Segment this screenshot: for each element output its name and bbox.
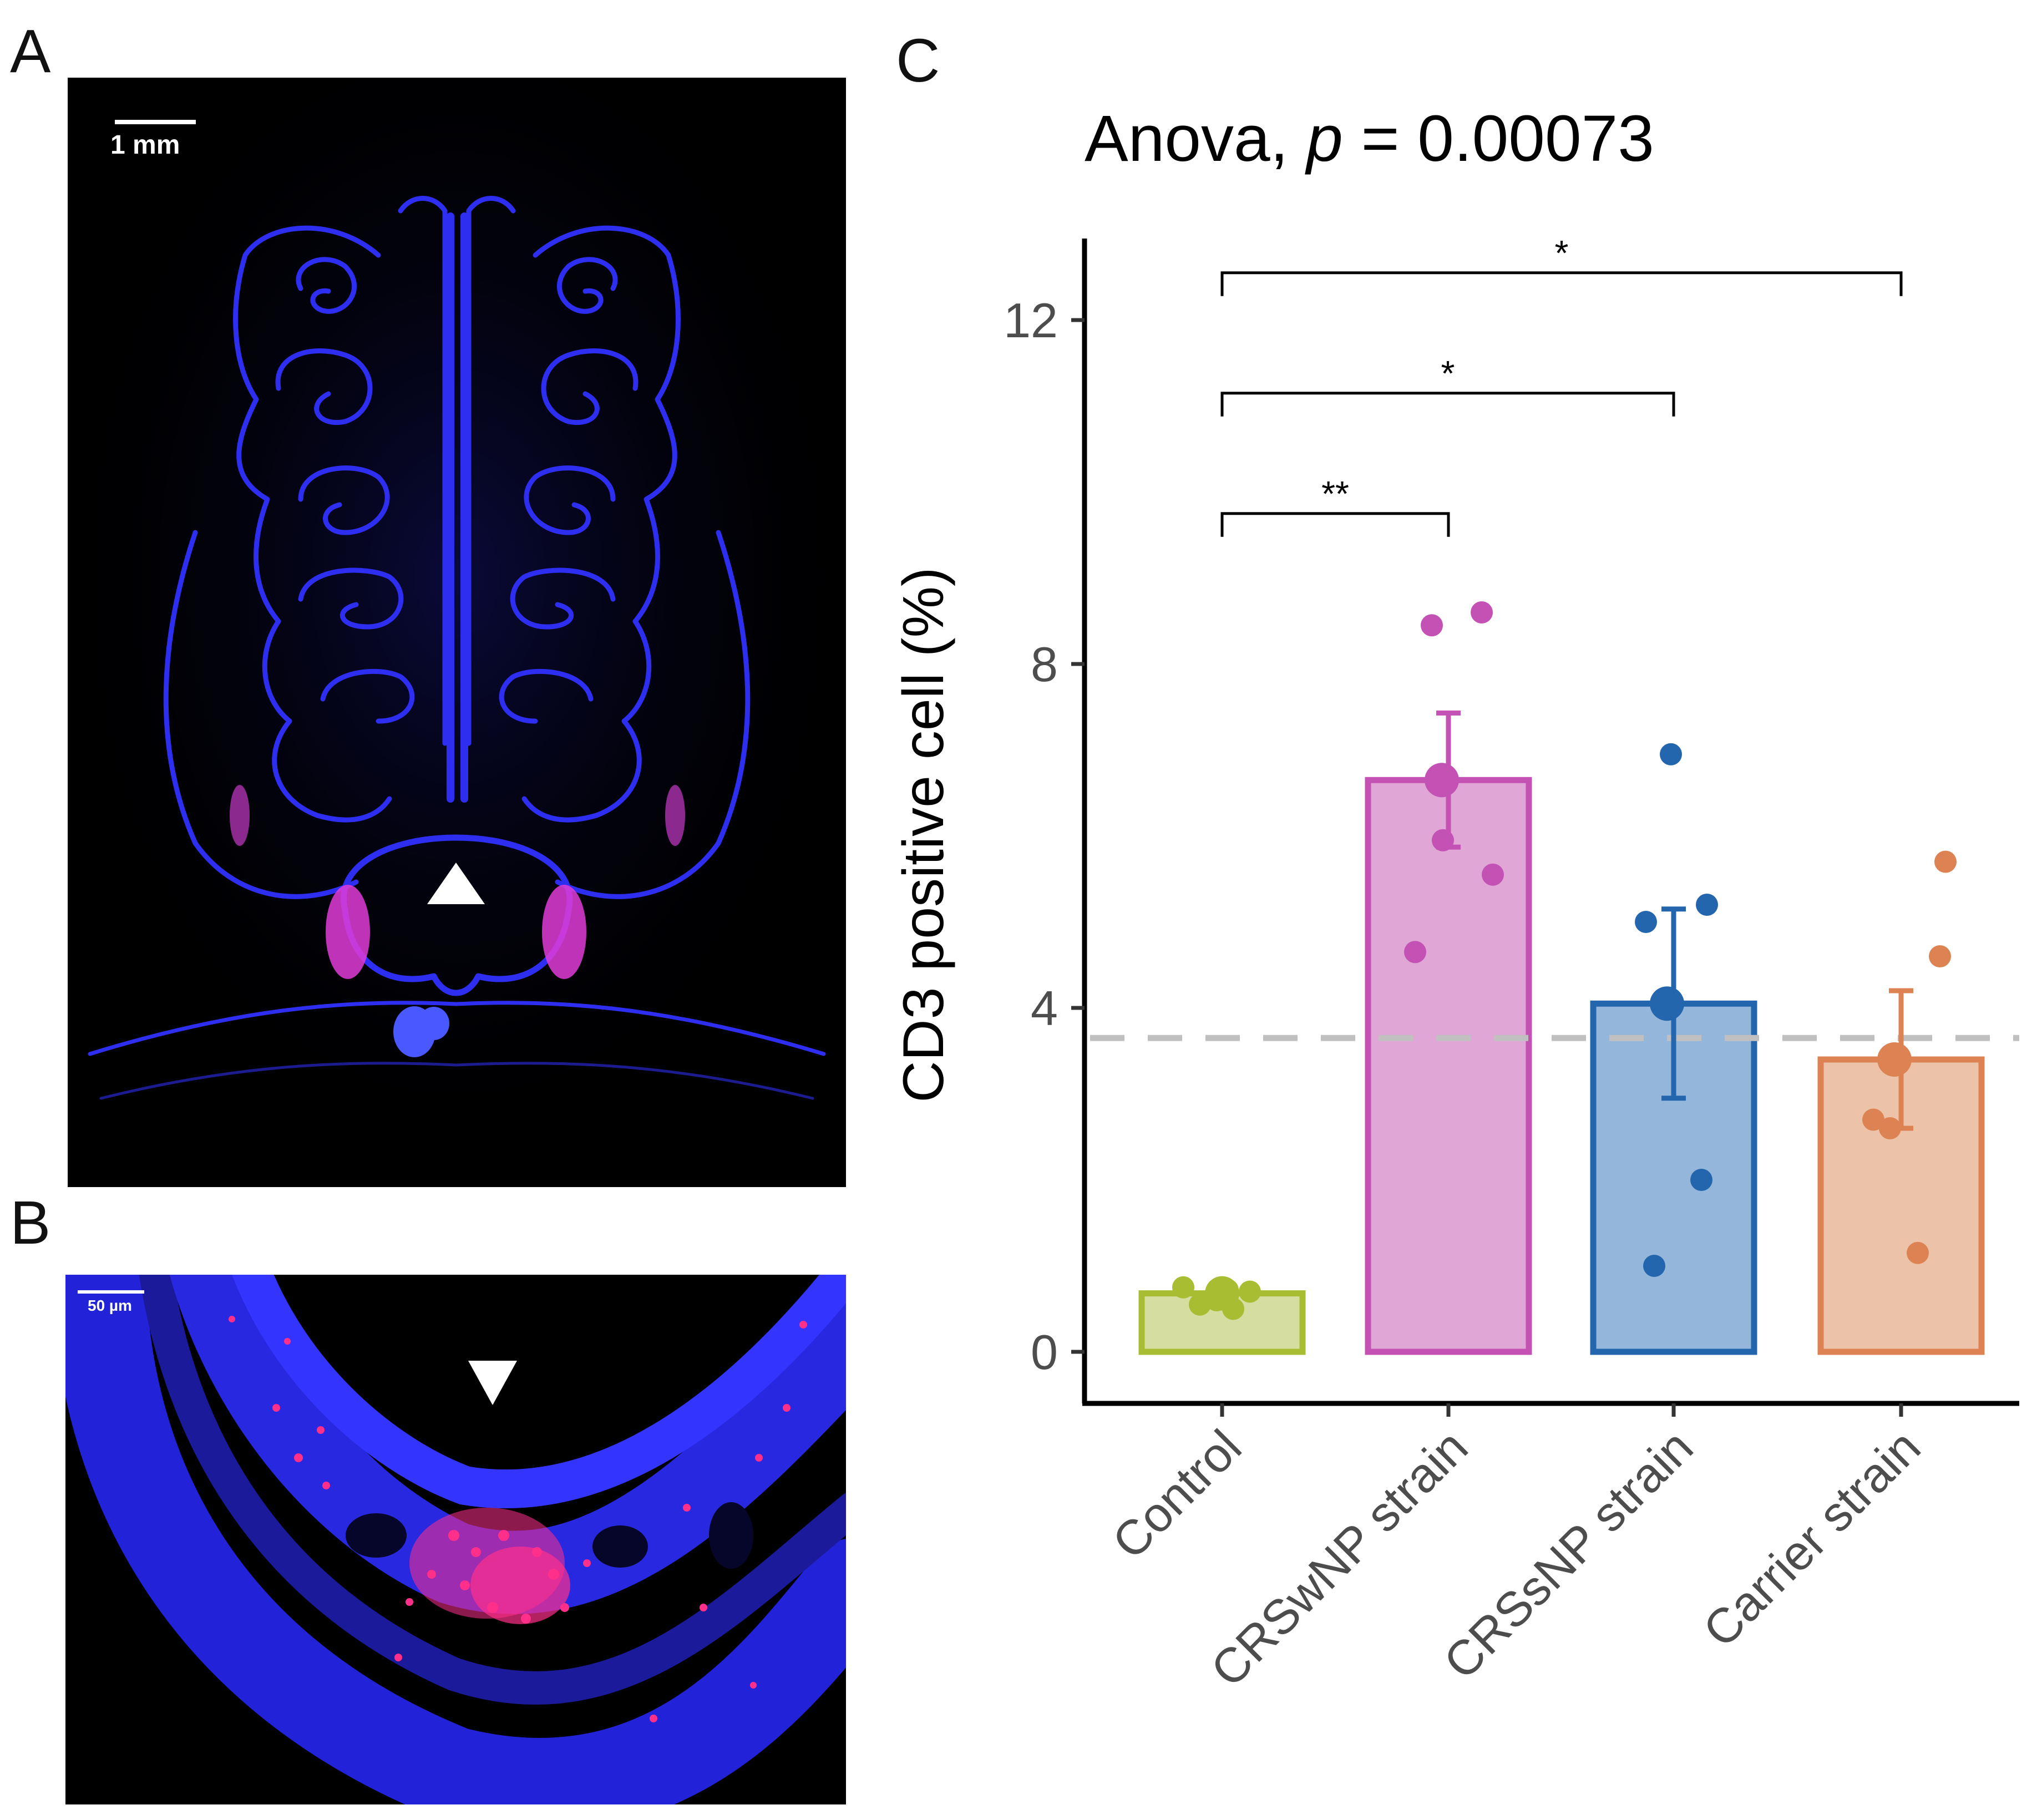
data-point	[1696, 894, 1718, 916]
significance-label: **	[1321, 474, 1349, 514]
bar-crswnp-strain	[1365, 777, 1532, 1355]
mean-point	[1205, 1276, 1239, 1311]
data-point	[1879, 1117, 1901, 1139]
data-point	[1217, 1279, 1239, 1301]
nasal-cavity-section	[68, 78, 846, 1187]
x-tick-label: CRSsNP strain	[1433, 1419, 1703, 1689]
x-tick-label: Control	[1102, 1419, 1252, 1569]
data-point	[1660, 743, 1682, 765]
mucosa-section	[65, 1275, 846, 1804]
data-point	[1404, 941, 1426, 964]
mean-point	[1425, 763, 1459, 798]
panel-letter-b: B	[10, 1189, 51, 1257]
significance-bracket	[1220, 271, 1903, 296]
scale-label-a: 1 mm	[110, 130, 180, 160]
bar-carrier-strain	[1817, 1056, 1985, 1355]
scale-label-b: 50 µm	[88, 1297, 132, 1314]
data-point	[1934, 850, 1957, 873]
data-point	[1929, 945, 1951, 967]
significance-bracket	[1220, 512, 1450, 537]
scale-bar-a	[115, 120, 196, 124]
panel-letter-c: C	[896, 27, 940, 95]
significance-bracket	[1220, 392, 1675, 417]
mean-point	[1877, 1042, 1912, 1077]
y-tick-label: 0	[1031, 1325, 1058, 1380]
data-point	[1239, 1280, 1261, 1303]
data-point	[1172, 1276, 1194, 1299]
up-triangle-icon	[427, 863, 485, 904]
y-tick-label: 8	[1031, 637, 1058, 692]
significance-label: *	[1555, 233, 1569, 273]
panel-letter-a: A	[10, 17, 51, 85]
x-tick-label: CRSwNP strain	[1200, 1419, 1478, 1697]
mean-point	[1650, 986, 1684, 1021]
data-point	[1205, 1289, 1228, 1311]
significance-label: *	[1441, 353, 1455, 393]
data-point	[1643, 1255, 1665, 1277]
bar-control	[1138, 1290, 1306, 1355]
scale-bar-b	[78, 1290, 144, 1294]
data-point	[1222, 1297, 1244, 1320]
micrograph-b: 50 µm	[65, 1275, 846, 1804]
y-axis-title: CD3 positive cell (%)	[891, 567, 956, 1102]
data-point	[1482, 863, 1504, 886]
y-tick-label: 12	[1004, 293, 1058, 348]
data-point	[1189, 1293, 1211, 1316]
bar-crssnp-strain	[1590, 1000, 1757, 1355]
data-point	[1421, 614, 1443, 637]
data-point	[1907, 1241, 1929, 1264]
micrograph-a: 1 mm	[68, 78, 846, 1187]
data-point	[1635, 911, 1657, 933]
y-tick-label: 4	[1031, 981, 1058, 1036]
data-point	[1432, 829, 1454, 851]
data-point	[1690, 1169, 1712, 1191]
chart-title: Anova, p = 0.00073	[1085, 102, 1654, 175]
data-point	[1471, 601, 1493, 623]
data-point	[1862, 1108, 1884, 1131]
x-tick-label: Carrier strain	[1693, 1419, 1931, 1657]
